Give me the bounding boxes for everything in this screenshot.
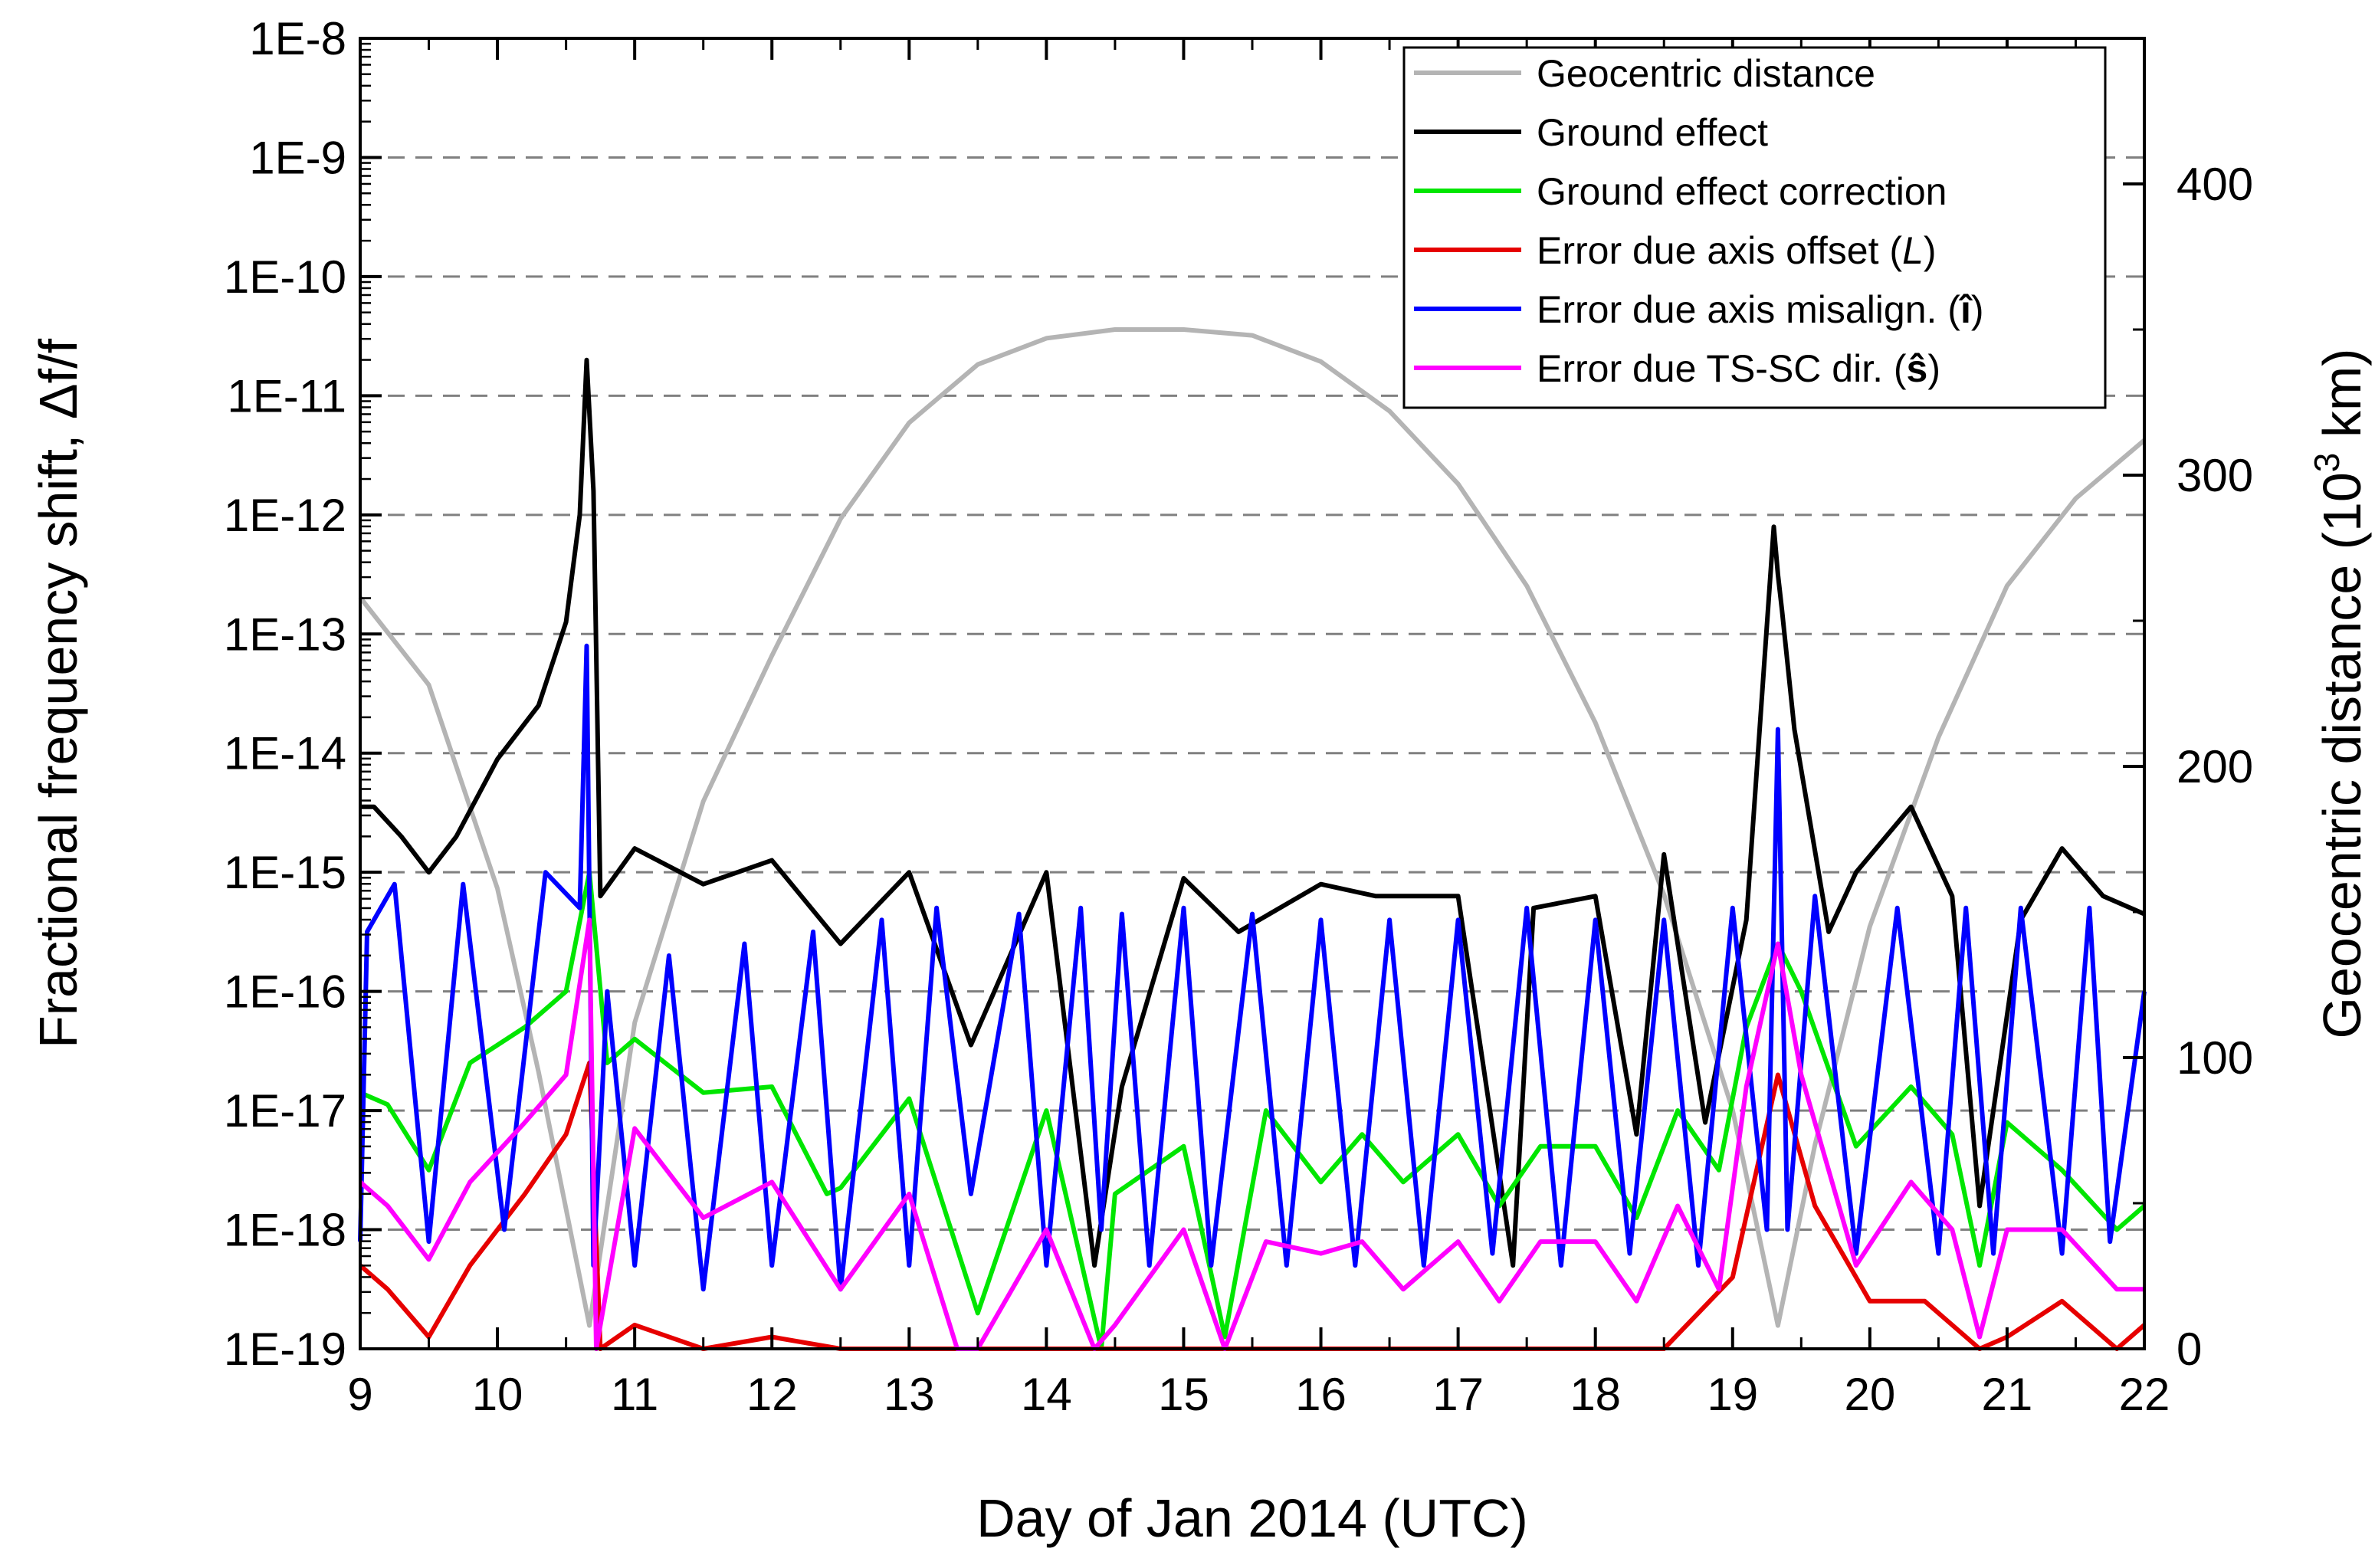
- x-tick-label: 13: [884, 1369, 935, 1420]
- series-line-error-due-ts-sc-dir: [359, 917, 2144, 1351]
- x-tick-label: 15: [1158, 1369, 1209, 1420]
- x-tick-label: 12: [746, 1369, 798, 1420]
- y-axis-right-title-prefix: Geocentric distance (10: [2312, 472, 2372, 1038]
- y-left-tick-label: 1E-13: [224, 609, 346, 660]
- legend-box: [1402, 46, 2107, 409]
- tick-labels: 9 10 11 12 13 14 15 16 17 18 19 20 21 22 1E-19 1E-18 1E-…: [224, 13, 2253, 1420]
- y-left-tick-label: 1E-9: [249, 132, 346, 183]
- x-tick-label: 11: [611, 1369, 658, 1420]
- y-left-tick-label: 1E-16: [224, 966, 346, 1018]
- series-line-ground-effect: [360, 357, 2146, 1268]
- y-right-tick-label: 100: [2177, 1032, 2253, 1084]
- y-axis-right-title-suffix: km): [2312, 349, 2372, 453]
- y-right-tick-label: 300: [2177, 450, 2253, 501]
- legend-label: Error due axis offset (L): [1537, 229, 1937, 272]
- legend-label: Ground effect: [1537, 111, 1768, 154]
- y-left-tick-label: 1E-8: [249, 13, 346, 64]
- x-tick-label: 16: [1295, 1369, 1347, 1420]
- legend: Geocentric distance Ground effect Ground e…: [1402, 46, 2107, 409]
- y-left-tick-label: 1E-12: [224, 490, 346, 541]
- y-left-tick-label: 1E-17: [224, 1085, 346, 1137]
- x-tick-label: 21: [1982, 1369, 2033, 1420]
- y-right-tick-label: 200: [2177, 741, 2253, 792]
- x-tick-label: 20: [1844, 1369, 1895, 1420]
- y-left-tick-label: 1E-10: [224, 251, 346, 303]
- series-line-error-due-axis-misalign: [358, 643, 2147, 1292]
- x-tick-label: 22: [2119, 1369, 2170, 1420]
- y-left-tick-label: 1E-14: [224, 728, 346, 779]
- x-tick-label: 10: [472, 1369, 523, 1420]
- legend-label: Ground effect correction: [1537, 170, 1947, 213]
- legend-label: Error due axis misalign. (î): [1537, 288, 1984, 331]
- axis-ticks: [359, 37, 2146, 1350]
- y-left-tick-label: 1E-19: [224, 1324, 346, 1375]
- x-tick-label: 17: [1432, 1369, 1484, 1420]
- y-axis-right-title-sup: 3: [2307, 453, 2347, 473]
- y-left-tick-label: 1E-11: [227, 370, 346, 422]
- x-tick-label: 9: [347, 1369, 372, 1420]
- grid-lines: [360, 156, 2144, 1232]
- y-right-tick-label: 400: [2177, 159, 2253, 210]
- y-left-tick-label: 1E-18: [224, 1205, 346, 1256]
- y-axis-left-title: Fractional frequency shift, Δf/f: [28, 338, 88, 1048]
- y-axis-right-title: Geocentric distance (103 km): [2307, 349, 2372, 1039]
- x-tick-label: 19: [1707, 1369, 1758, 1420]
- x-tick-label: 14: [1021, 1369, 1072, 1420]
- legend-label: Geocentric distance: [1537, 52, 1875, 95]
- y-left-tick-label: 1E-15: [224, 847, 346, 898]
- x-axis-title: Day of Jan 2014 (UTC): [976, 1488, 1528, 1548]
- legend-label: Error due TS-SC dir. (ŝ): [1537, 347, 1940, 390]
- y-right-tick-label: 0: [2177, 1324, 2202, 1375]
- x-tick-label: 18: [1570, 1369, 1621, 1420]
